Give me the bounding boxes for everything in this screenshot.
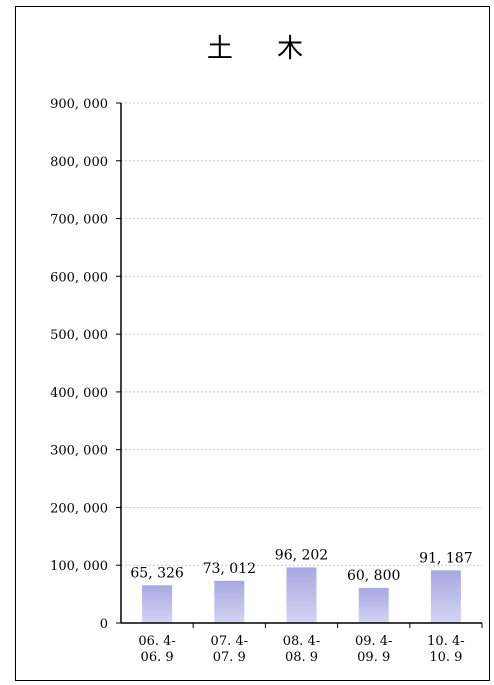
bar <box>430 570 461 623</box>
data-label: 60, 800 <box>347 568 400 584</box>
bars <box>142 567 461 623</box>
x-tick-label: 07. 9 <box>213 650 246 665</box>
data-label: 91, 187 <box>419 550 472 566</box>
data-label: 65, 326 <box>130 565 184 581</box>
x-tick-label: 09. 4- <box>355 634 392 649</box>
y-tick-label: 300, 000 <box>50 444 108 459</box>
chart-title: 土 木 <box>207 34 321 64</box>
x-tick-label: 10. 9 <box>429 650 462 665</box>
bar <box>214 580 245 623</box>
bar <box>142 585 173 623</box>
bar <box>286 567 317 623</box>
x-tick-label: 09. 9 <box>357 650 390 665</box>
x-tick-label: 06. 9 <box>141 650 174 665</box>
y-tick-label: 500, 000 <box>50 328 108 343</box>
y-axis-ticks: 0 100, 000 200, 000 300, 000 400, 000 500, 00… <box>50 97 121 632</box>
y-tick-label: 200, 000 <box>50 501 108 516</box>
y-tick-label: 400, 000 <box>50 386 108 401</box>
chart-frame <box>15 6 490 681</box>
data-label: 73, 012 <box>203 561 256 577</box>
x-axis-ticks: 06. 4-06. 9 07. 4-07. 9 08. 4-08. 9 09. 4-0… <box>138 623 483 665</box>
y-tick-label: 100, 000 <box>50 559 108 574</box>
y-tick-label: 800, 000 <box>50 155 108 170</box>
y-tick-label: 0 <box>100 617 108 632</box>
x-tick-label: 08. 4- <box>283 634 320 649</box>
data-labels: 65, 326 73, 012 96, 202 60, 800 91, 187 <box>130 547 472 583</box>
x-tick-label: 08. 9 <box>285 650 318 665</box>
gridlines <box>121 102 482 566</box>
bar <box>358 587 389 623</box>
x-tick-label: 06. 4- <box>138 634 175 649</box>
x-tick-label: 07. 4- <box>211 634 248 649</box>
axes <box>120 103 482 624</box>
data-label: 96, 202 <box>275 547 328 563</box>
x-tick-label: 10. 4- <box>427 634 464 649</box>
y-tick-label: 600, 000 <box>50 270 108 285</box>
y-tick-label: 700, 000 <box>50 213 108 228</box>
y-tick-label: 900, 000 <box>50 97 108 112</box>
